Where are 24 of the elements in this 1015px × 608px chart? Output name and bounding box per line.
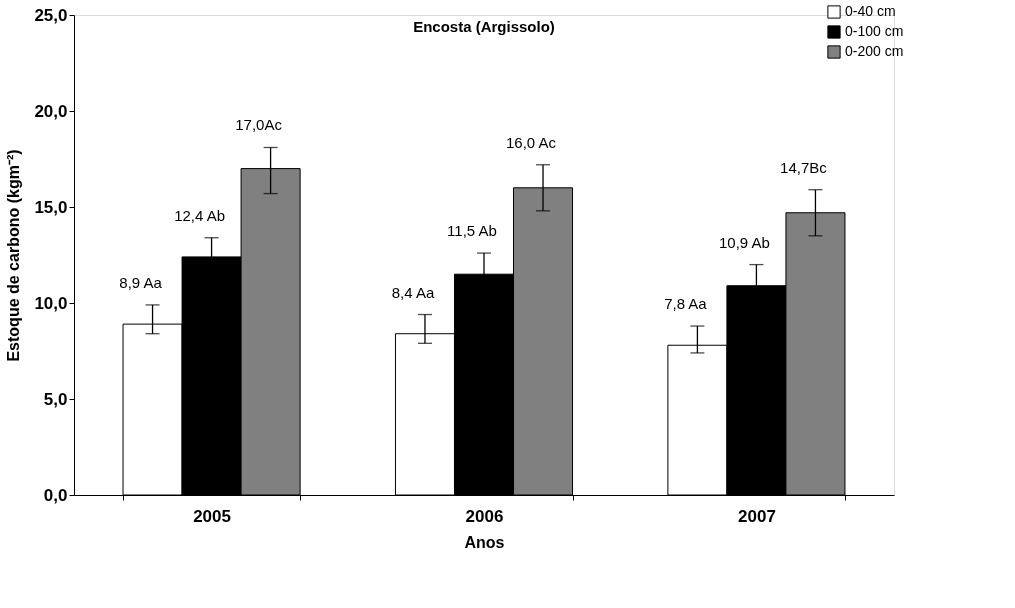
y-tick-label: 15,0 <box>34 197 68 217</box>
data-label: 11,5 Ab <box>447 222 497 240</box>
y-axis-title: Estoque de carbono (kgm⁻²) <box>5 149 23 362</box>
x-tick-label: 2006 <box>465 506 504 526</box>
data-label: 8,4 Aa <box>391 283 435 301</box>
x-tick-label: 2007 <box>738 506 776 526</box>
y-tick-label: 10,0 <box>34 293 68 313</box>
legend-label: 0-200 cm <box>845 43 904 59</box>
legend-label: 0-100 cm <box>845 23 904 39</box>
data-label: 14,7Bc <box>780 158 828 176</box>
x-axis-title: Anos <box>464 533 505 551</box>
y-tick-label: 0,0 <box>43 485 68 505</box>
chart-title: Encosta (Argissolo) <box>413 18 555 35</box>
data-label: 17,0Ac <box>235 116 283 134</box>
y-tick-label: 5,0 <box>43 389 68 409</box>
y-tick-label: 25,0 <box>34 5 68 25</box>
y-tick-label: 20,0 <box>34 101 68 121</box>
data-label: 12,4 Ab <box>174 206 226 224</box>
data-label: 16,0 Ac <box>506 133 557 151</box>
data-label: 8,9 Aa <box>119 273 163 291</box>
x-tick-label: 2005 <box>193 506 231 526</box>
data-label: 7,8 Aa <box>664 295 708 313</box>
data-label: 10,9 Ab <box>718 233 770 251</box>
legend-label: 0-40 cm <box>845 3 896 19</box>
